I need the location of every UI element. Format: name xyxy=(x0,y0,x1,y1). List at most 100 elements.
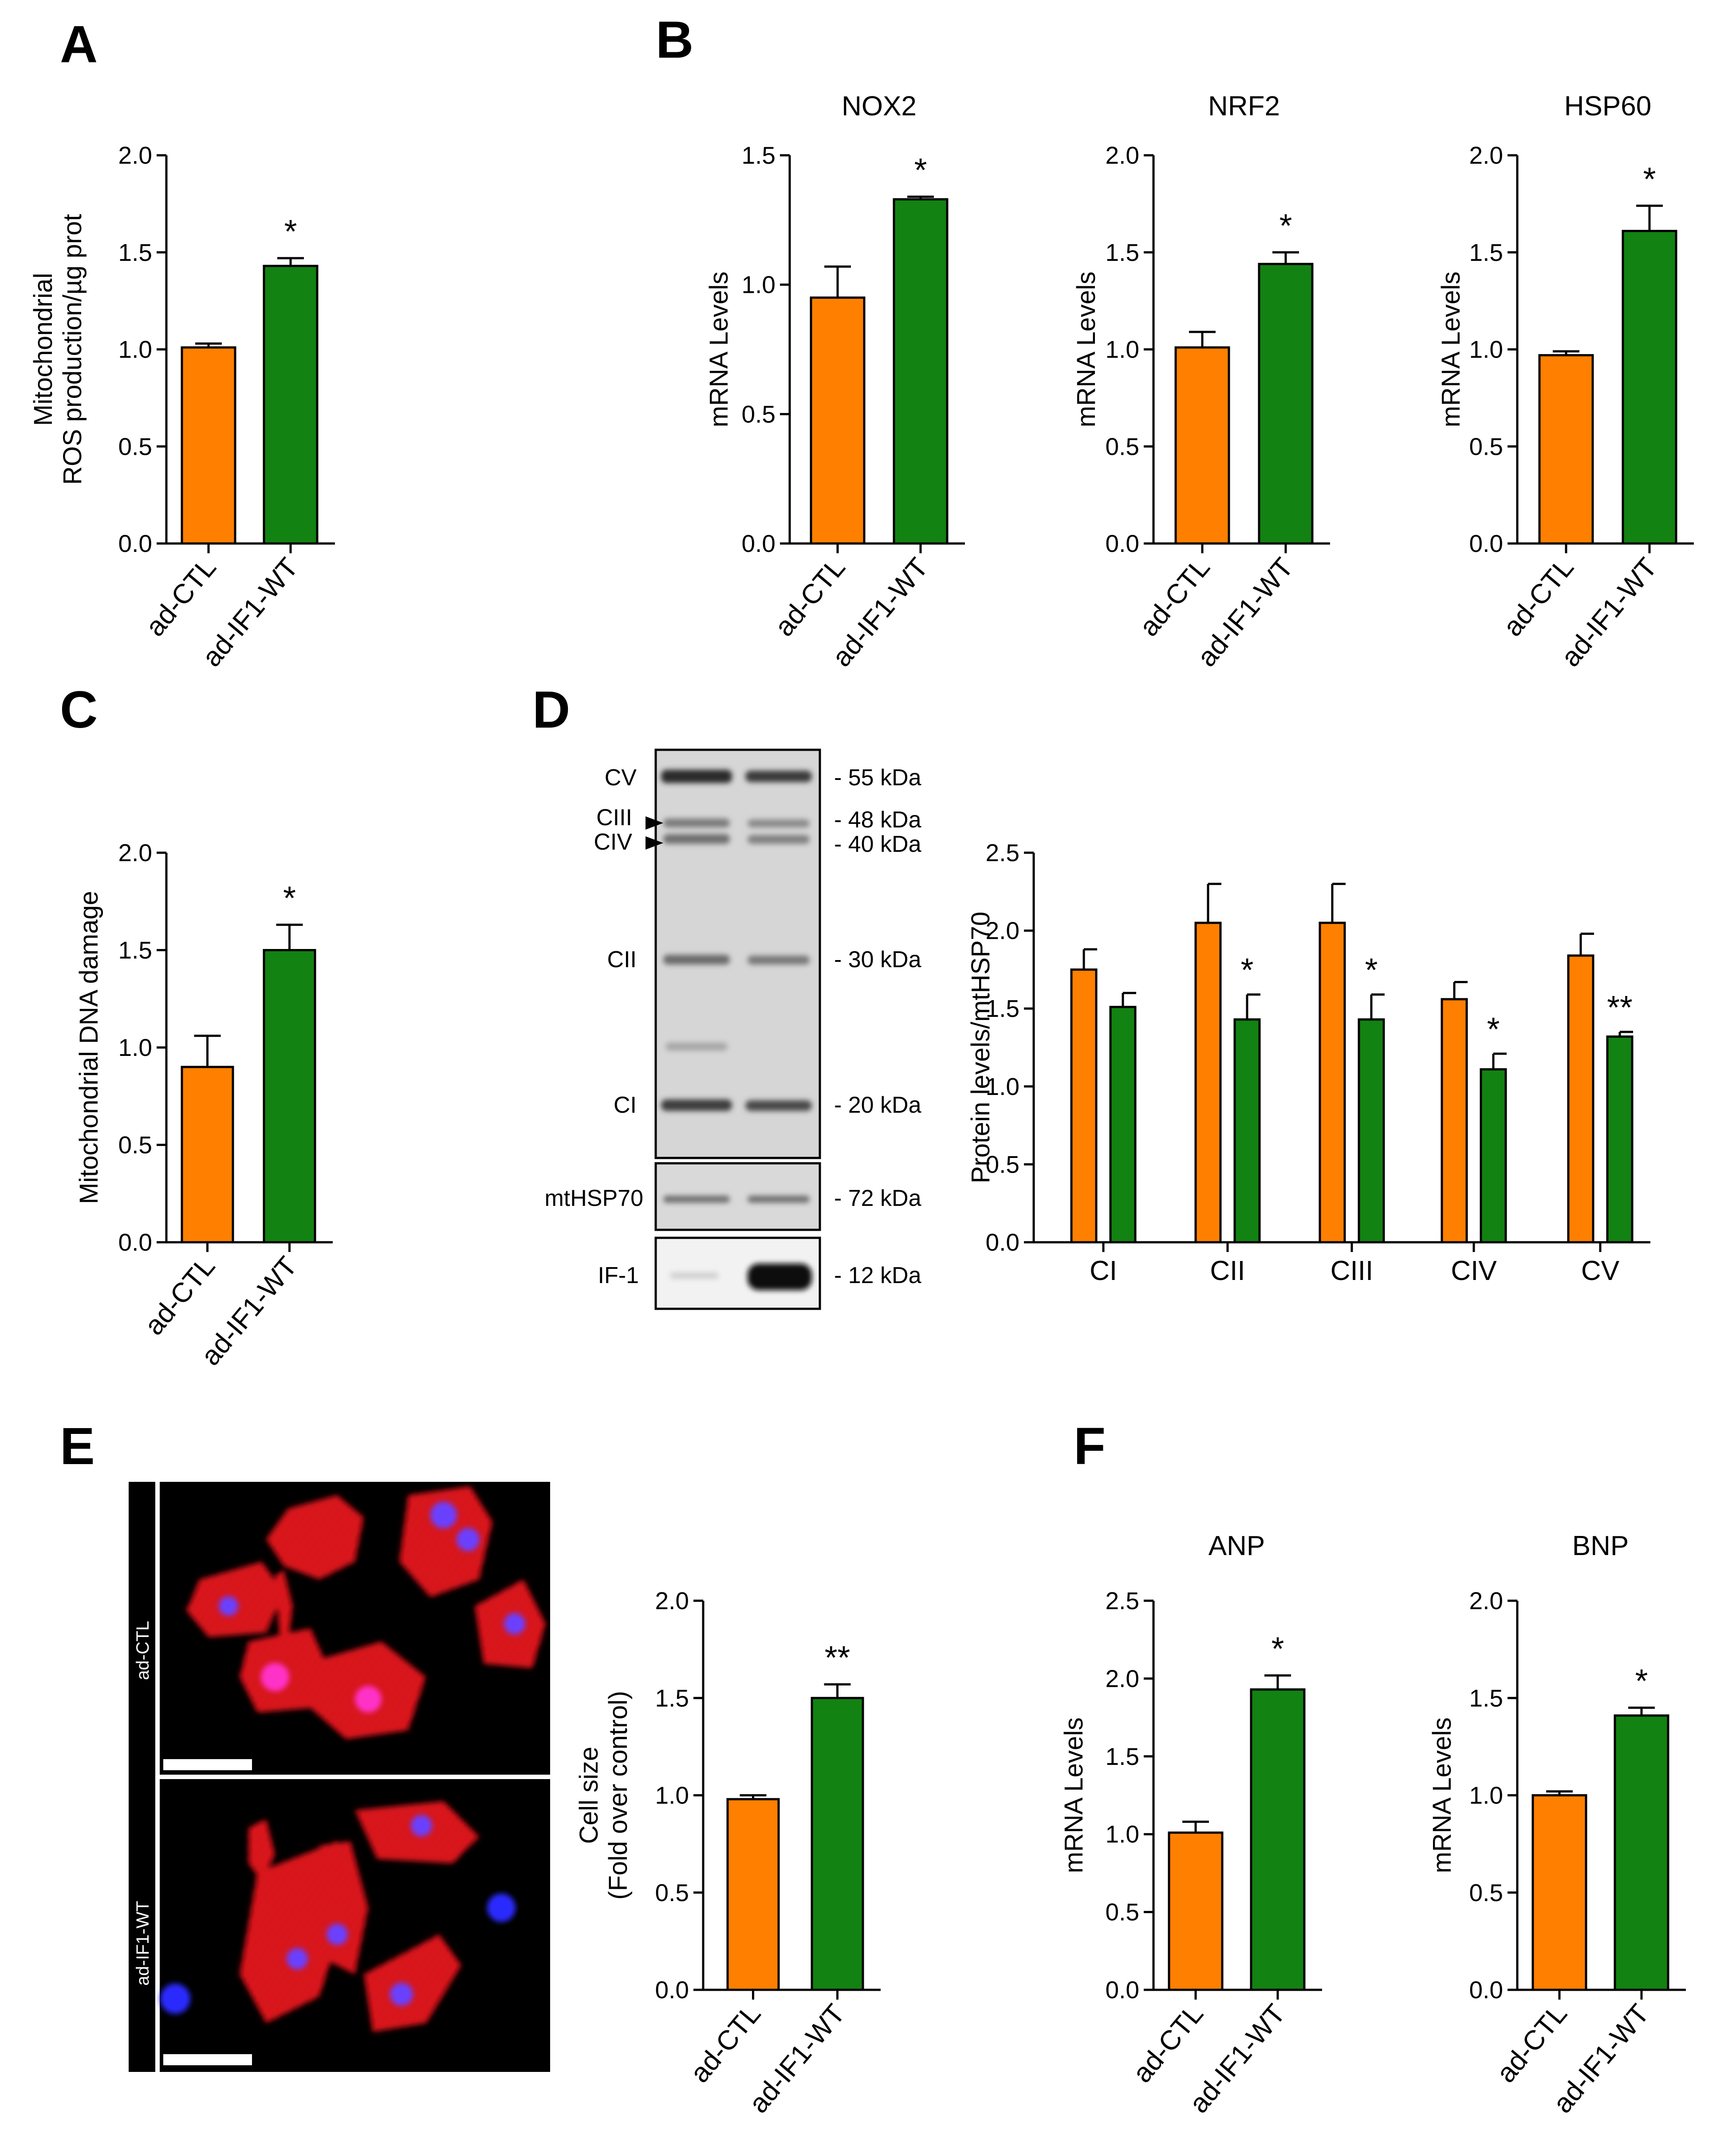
panel-letter-b: B xyxy=(656,11,693,69)
y-tick-label: 0.0 xyxy=(1106,530,1139,557)
y-tick-label: 0.5 xyxy=(1469,1879,1503,1906)
y-tick-label: 2.0 xyxy=(1469,1587,1503,1614)
band-if1-lane1 xyxy=(670,1272,719,1279)
y-tick-label: 0.0 xyxy=(1469,1976,1503,2004)
significance-marker: * xyxy=(283,879,296,916)
band-ci-lane1 xyxy=(661,1099,732,1111)
bar-ad-ctl xyxy=(1070,968,1098,1244)
chart-title: NRF2 xyxy=(1208,91,1280,122)
y-tick-label: 2.0 xyxy=(118,142,152,169)
scale-bar-wt xyxy=(163,2054,252,2065)
bar-ad-if1-wt xyxy=(1606,1035,1634,1244)
y-tick-label: 0.5 xyxy=(986,1150,1020,1178)
bar-ad-ctl xyxy=(1319,921,1346,1244)
bar-ad-if1-wt xyxy=(263,949,316,1244)
y-tick-label: 2.0 xyxy=(986,917,1020,945)
bar-ad-if1-wt xyxy=(893,198,949,545)
y-axis-label: mRNA Levels xyxy=(1437,272,1465,427)
y-tick-label: 2.0 xyxy=(118,839,152,866)
micrograph-label-wt: ad-IF1-WT xyxy=(133,1901,153,1985)
x-tick-label: CIV xyxy=(1451,1256,1497,1286)
significance-marker: * xyxy=(914,151,927,188)
significance-marker: * xyxy=(1271,1630,1284,1667)
chart-c-dna-damage: 0.0 0.5 1.0 1.5 2.0 Mitochondrial DNA damage a… xyxy=(75,839,333,1371)
x-tick-label: CII xyxy=(1210,1256,1245,1286)
y-tick-label: 0.0 xyxy=(118,1229,152,1256)
blot-main-membrane xyxy=(654,748,821,1159)
significance-marker: * xyxy=(1279,207,1292,244)
y-tick-label: 2.0 xyxy=(1106,1665,1139,1692)
significance-marker: * xyxy=(1487,1011,1500,1047)
y-tick-label: 0.5 xyxy=(118,433,152,460)
significance-marker: * xyxy=(1365,952,1378,988)
kda-label-20: - 20 kDa xyxy=(834,1092,921,1118)
y-axis-label: mRNA Levels xyxy=(1428,1717,1457,1873)
x-tick-label: ad-CTL xyxy=(1134,552,1216,642)
y-tick-label: 1.0 xyxy=(986,1073,1020,1100)
blot-label-cv: CV xyxy=(605,765,637,791)
bar-ad-ctl xyxy=(726,1798,780,1991)
significance-marker: ** xyxy=(825,1639,850,1676)
bar-ad-ctl xyxy=(181,1066,234,1244)
label-strip xyxy=(129,1482,155,2072)
panel-letter-c: C xyxy=(60,681,98,739)
band-mthsp70-lane1 xyxy=(663,1196,730,1203)
bar-ad-ctl xyxy=(1174,346,1230,545)
y-axis-label: mRNA Levels xyxy=(1059,1717,1088,1873)
x-tick-label: CV xyxy=(1581,1256,1620,1286)
chart-title: ANP xyxy=(1209,1531,1265,1561)
micrograph-label-ctl: ad-CTL xyxy=(133,1621,153,1680)
x-tick-label: CI xyxy=(1090,1256,1117,1286)
y-axis-label: Mitochondrial DNA damage xyxy=(75,891,103,1204)
kda-label-55: - 55 kDa xyxy=(834,765,921,791)
y-tick-label: 1.5 xyxy=(742,142,775,169)
bar-ad-ctl xyxy=(810,296,866,545)
chart-d-protein-levels: 0.0 0.5 1.0 1.5 2.0 2.5 Protein levels/mtHSP70… xyxy=(966,839,1650,1286)
y-tick-label: 0.5 xyxy=(118,1131,152,1159)
kda-label-40: - 40 kDa xyxy=(834,831,921,857)
x-tick-label: ad-CTL xyxy=(769,552,851,642)
y-tick-label: 2.0 xyxy=(655,1587,689,1614)
x-tick-label: ad-CTL xyxy=(140,552,222,642)
scale-bar-ctl xyxy=(163,1759,252,1770)
y-tick-label: 1.0 xyxy=(1469,336,1503,363)
y-tick-label: 0.5 xyxy=(1106,433,1139,460)
x-tick-label: ad-CTL xyxy=(1127,1999,1209,2089)
significance-marker: * xyxy=(1635,1662,1648,1699)
bar-ad-ctl xyxy=(1538,354,1594,545)
chart-title: HSP60 xyxy=(1564,91,1651,122)
kda-label-72: - 72 kDa xyxy=(834,1185,921,1211)
bar-ad-if1-wt xyxy=(1358,1018,1385,1244)
blot-label-cii: CII xyxy=(607,947,637,973)
y-tick-label: 1.0 xyxy=(118,1034,152,1061)
bar-ad-ctl xyxy=(1531,1794,1587,1991)
y-tick-label: 0.0 xyxy=(742,530,775,557)
y-tick-label: 1.5 xyxy=(1469,239,1503,266)
significance-marker: * xyxy=(284,213,297,250)
y-axis-label: mRNA Levels xyxy=(1072,272,1101,427)
y-axis-label: Protein levels/mtHSP70 xyxy=(966,912,995,1183)
bar-ad-if1-wt xyxy=(811,1697,864,1991)
blot-label-ciii: CIII xyxy=(596,805,632,831)
bar-ad-ctl xyxy=(181,346,236,545)
significance-marker: * xyxy=(1241,952,1254,988)
y-tick-label: 1.0 xyxy=(1106,1820,1139,1848)
y-tick-label: 1.0 xyxy=(1469,1782,1503,1809)
chart-title: NOX2 xyxy=(842,91,917,122)
blot-label-ci: CI xyxy=(614,1092,637,1118)
y-tick-label: 1.0 xyxy=(742,271,775,299)
y-tick-label: 1.5 xyxy=(1469,1684,1503,1712)
blot-label-civ: CIV xyxy=(594,829,632,855)
significance-marker: * xyxy=(1643,161,1656,197)
chart-e-cell-size: 0.0 0.5 1.0 1.5 2.0 Cell size (Fold over contr… xyxy=(575,1587,881,2119)
y-tick-label: 1.5 xyxy=(655,1684,689,1712)
panel-letter-f: F xyxy=(1074,1417,1106,1476)
micrograph-ad-ctl xyxy=(160,1482,550,1775)
y-tick-label: 0.0 xyxy=(986,1229,1020,1256)
